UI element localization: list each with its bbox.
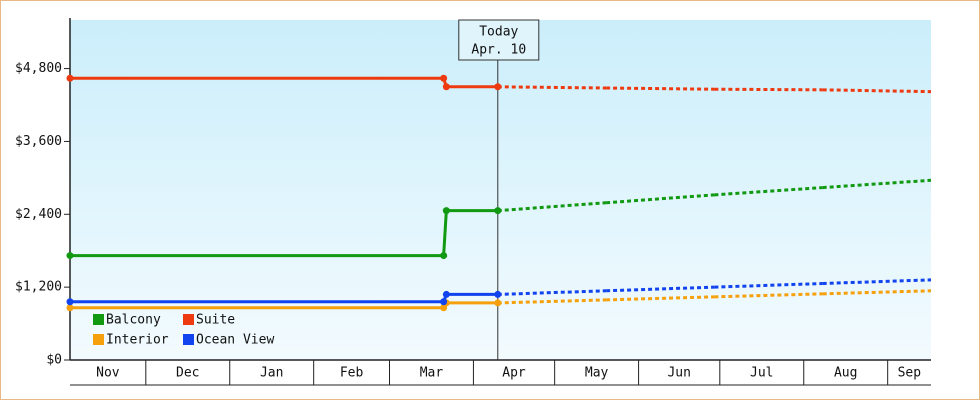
- point: [66, 298, 74, 306]
- x-tick-label: May: [585, 366, 609, 381]
- x-tick-label: Aug: [834, 366, 857, 381]
- legend-swatch: [183, 314, 194, 325]
- x-tick-label: Sep: [898, 366, 922, 381]
- point: [440, 298, 448, 306]
- point: [442, 83, 450, 91]
- point: [66, 304, 74, 312]
- point: [66, 74, 74, 82]
- x-tick-label: Jun: [667, 366, 690, 381]
- legend-label: Interior: [106, 333, 169, 348]
- legend-swatch: [183, 334, 194, 345]
- x-tick-label: Jan: [260, 366, 283, 381]
- y-tick-label: $4,800: [15, 61, 62, 76]
- legend-swatch: [93, 314, 104, 325]
- y-tick-label: $1,200: [15, 280, 62, 295]
- point: [494, 299, 502, 307]
- today-date: Apr. 10: [471, 43, 526, 58]
- today-box: [458, 19, 540, 61]
- legend-label: Balcony: [106, 313, 161, 328]
- x-tick-label: Feb: [340, 366, 364, 381]
- y-tick-label: $2,400: [15, 207, 62, 222]
- today-label: Today: [479, 25, 518, 40]
- point: [494, 290, 502, 298]
- point: [442, 207, 450, 215]
- legend-swatch: [93, 334, 104, 345]
- line-segment: [442, 210, 448, 256]
- y-tick-label: $0: [46, 353, 62, 368]
- x-tick-label: Dec: [176, 366, 199, 381]
- legend-label: Suite: [196, 313, 235, 328]
- x-tick-label: Apr: [502, 366, 526, 381]
- point: [442, 290, 450, 298]
- legend-label: Ocean View: [196, 333, 274, 348]
- point: [440, 74, 448, 82]
- x-tick-label: Nov: [96, 366, 120, 381]
- point: [494, 207, 502, 215]
- x-tick-label: Jul: [750, 366, 773, 381]
- point: [494, 83, 502, 91]
- point: [440, 252, 448, 260]
- x-tick-label: Mar: [420, 366, 444, 381]
- point: [66, 252, 74, 260]
- y-tick-label: $3,600: [15, 134, 62, 149]
